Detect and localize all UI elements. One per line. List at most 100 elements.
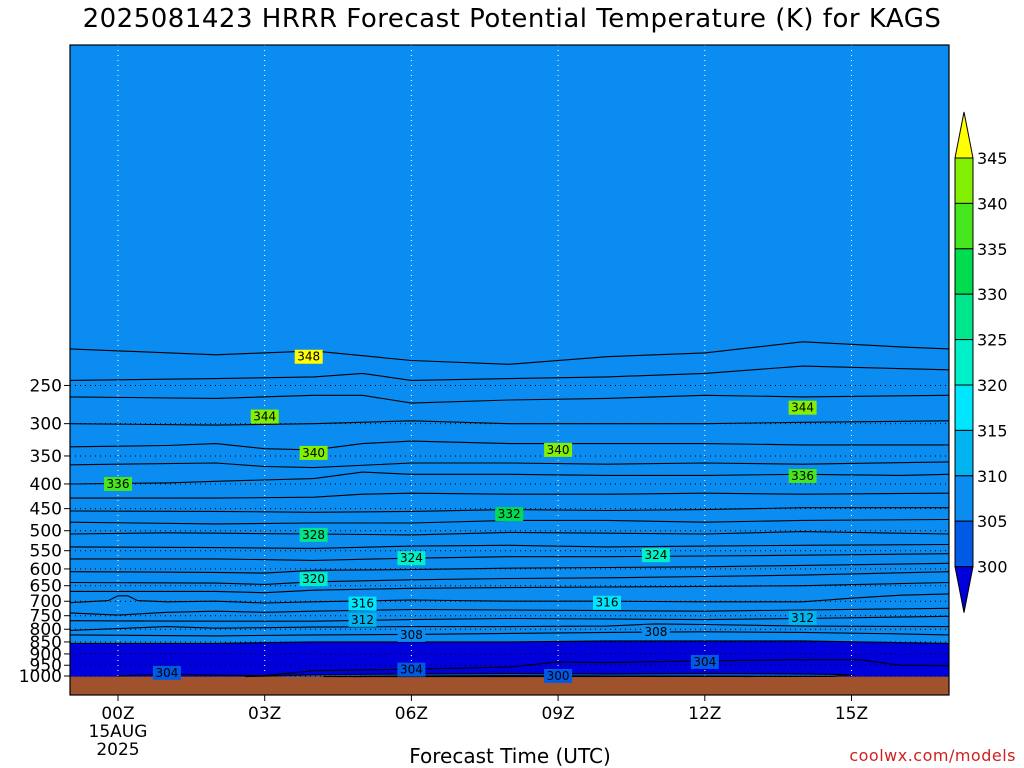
- contour-line-312: [70, 615, 949, 622]
- contour-line-344: [70, 394, 949, 404]
- contour-label-316-12: 316: [351, 597, 374, 611]
- contour-label-bg: [299, 572, 328, 587]
- y-tick-label-350: 350: [30, 447, 62, 467]
- contour-line-348: [70, 341, 949, 365]
- colorbar-top-arrow: [954, 111, 974, 159]
- contour-label-324-10: 324: [644, 548, 667, 562]
- contour-label-bg: [348, 612, 377, 627]
- contour-label-bg: [397, 627, 426, 642]
- y-tick-label-900: 900: [30, 645, 62, 665]
- contour-label-bg: [788, 610, 817, 625]
- x-date-line-1: 2025: [96, 740, 139, 760]
- y-tick-label-850: 850: [30, 633, 62, 653]
- contour-label-bg: [641, 548, 670, 563]
- contour-label-344-2: 344: [253, 410, 276, 424]
- colorbar-box-340: [954, 157, 974, 204]
- contour-label-304-18: 304: [155, 666, 178, 680]
- contour-label-bg: [788, 400, 817, 415]
- colorbar-box-315: [954, 384, 974, 431]
- contour-label-348-0: 348: [297, 350, 320, 364]
- colorbar-label-330: 330: [977, 285, 1008, 304]
- contour-label-320-11: 320: [302, 572, 325, 586]
- contour-line-320: [70, 571, 949, 585]
- colorbar-box-330: [954, 248, 974, 295]
- x-tick-label-00Z: 00Z: [101, 704, 134, 724]
- contour-label-bg: [299, 527, 328, 542]
- contour-line-324: [70, 553, 949, 561]
- colorbar-label-305: 305: [977, 512, 1008, 531]
- contour-label-328-8: 328: [302, 528, 325, 542]
- contour-label-316-13: 316: [596, 596, 619, 610]
- colorbar-label-320: 320: [977, 376, 1008, 395]
- colorbar-box-320: [954, 339, 974, 386]
- contour-line-318: [70, 581, 949, 594]
- plot-frame: [69, 44, 950, 696]
- contour-label-340-4: 340: [547, 443, 570, 457]
- contour-line-338: [70, 461, 949, 469]
- colorbar-label-325: 325: [977, 331, 1008, 350]
- contour-line-328: [70, 531, 949, 536]
- y-tick-label-400: 400: [30, 475, 62, 495]
- x-tick-label-15Z: 15Z: [835, 704, 868, 724]
- x-tick-label-06Z: 06Z: [395, 704, 428, 724]
- colorbar: 345 340 335 330 325 320 315 310 305 300: [954, 111, 1008, 613]
- credit-text: coolwx.com/models: [849, 746, 1016, 765]
- contour-label-336-6: 336: [791, 469, 814, 483]
- contour-line-304: [117, 659, 949, 677]
- contour-label-312-15: 312: [791, 611, 814, 625]
- colorbar-box-300: [954, 520, 974, 568]
- contour-label-bg: [544, 669, 573, 683]
- contour-label-bg: [104, 476, 132, 491]
- y-tick-label-700: 700: [30, 592, 62, 612]
- colorbar-box-305: [954, 475, 974, 522]
- y-tick-label-500: 500: [30, 522, 62, 542]
- colorbar-label-340: 340: [977, 194, 1008, 213]
- contour-label-bg: [152, 665, 181, 680]
- contour-line-346: [70, 365, 949, 381]
- contour-label-308-17: 308: [644, 625, 667, 639]
- contour-label-312-14: 312: [351, 613, 374, 627]
- y-tick-label-650: 650: [30, 577, 62, 597]
- contour-label-bg: [495, 507, 524, 522]
- contour-line-308: [70, 631, 949, 637]
- contour-label-bg: [690, 654, 719, 669]
- contour-label-bg: [788, 468, 817, 483]
- contour-label-344-1: 344: [791, 401, 814, 415]
- x-tick-label-09Z: 09Z: [541, 704, 574, 724]
- colorbar-box-325: [954, 293, 974, 341]
- chart-title: 2025081423 HRRR Forecast Potential Tempe…: [82, 4, 942, 34]
- contour-line-322: [70, 562, 949, 574]
- contour-line-306: [70, 640, 949, 644]
- plot-area: 348 344 344 340 340 336 336 332 328 324 324 320 316 3…: [70, 45, 949, 695]
- colorbar-label-335: 335: [977, 240, 1008, 259]
- contour-label-308-16: 308: [400, 628, 423, 642]
- y-tick-label-300: 300: [30, 415, 62, 435]
- fill-band-306: [70, 45, 949, 644]
- y-tick-label-950: 950: [30, 656, 62, 676]
- y-tick-label-450: 450: [30, 500, 62, 520]
- contour-label-bg: [348, 596, 377, 611]
- y-tick-label-250: 250: [30, 376, 62, 396]
- contour-line-336: [70, 471, 949, 485]
- contour-label-bg: [250, 409, 279, 424]
- colorbar-box-310: [954, 429, 974, 477]
- contour-label-336-5: 336: [107, 477, 130, 491]
- colorbar-label-310: 310: [977, 467, 1008, 486]
- contour-label-340-3: 340: [302, 446, 325, 460]
- contour-label-304-20: 304: [693, 655, 716, 669]
- colorbar-label-315: 315: [977, 421, 1008, 440]
- colorbar-bottom-arrow: [954, 566, 974, 613]
- contour-label-300-21: 300: [547, 669, 570, 683]
- contour-label-324-9: 324: [400, 551, 423, 565]
- contour-label-bg: [294, 349, 323, 364]
- contour-label-bg: [299, 445, 328, 460]
- x-axis-label: Forecast Time (UTC): [409, 744, 611, 768]
- contour-line-342: [70, 420, 949, 426]
- y-axis: 2503003504004505005506006507007508008509…: [19, 376, 70, 687]
- contour-line-310: [70, 623, 949, 632]
- contour-label-bg: [593, 595, 621, 610]
- contour-line-326: [70, 543, 949, 549]
- y-tick-label-750: 750: [30, 607, 62, 627]
- contour-line-340: [70, 440, 949, 451]
